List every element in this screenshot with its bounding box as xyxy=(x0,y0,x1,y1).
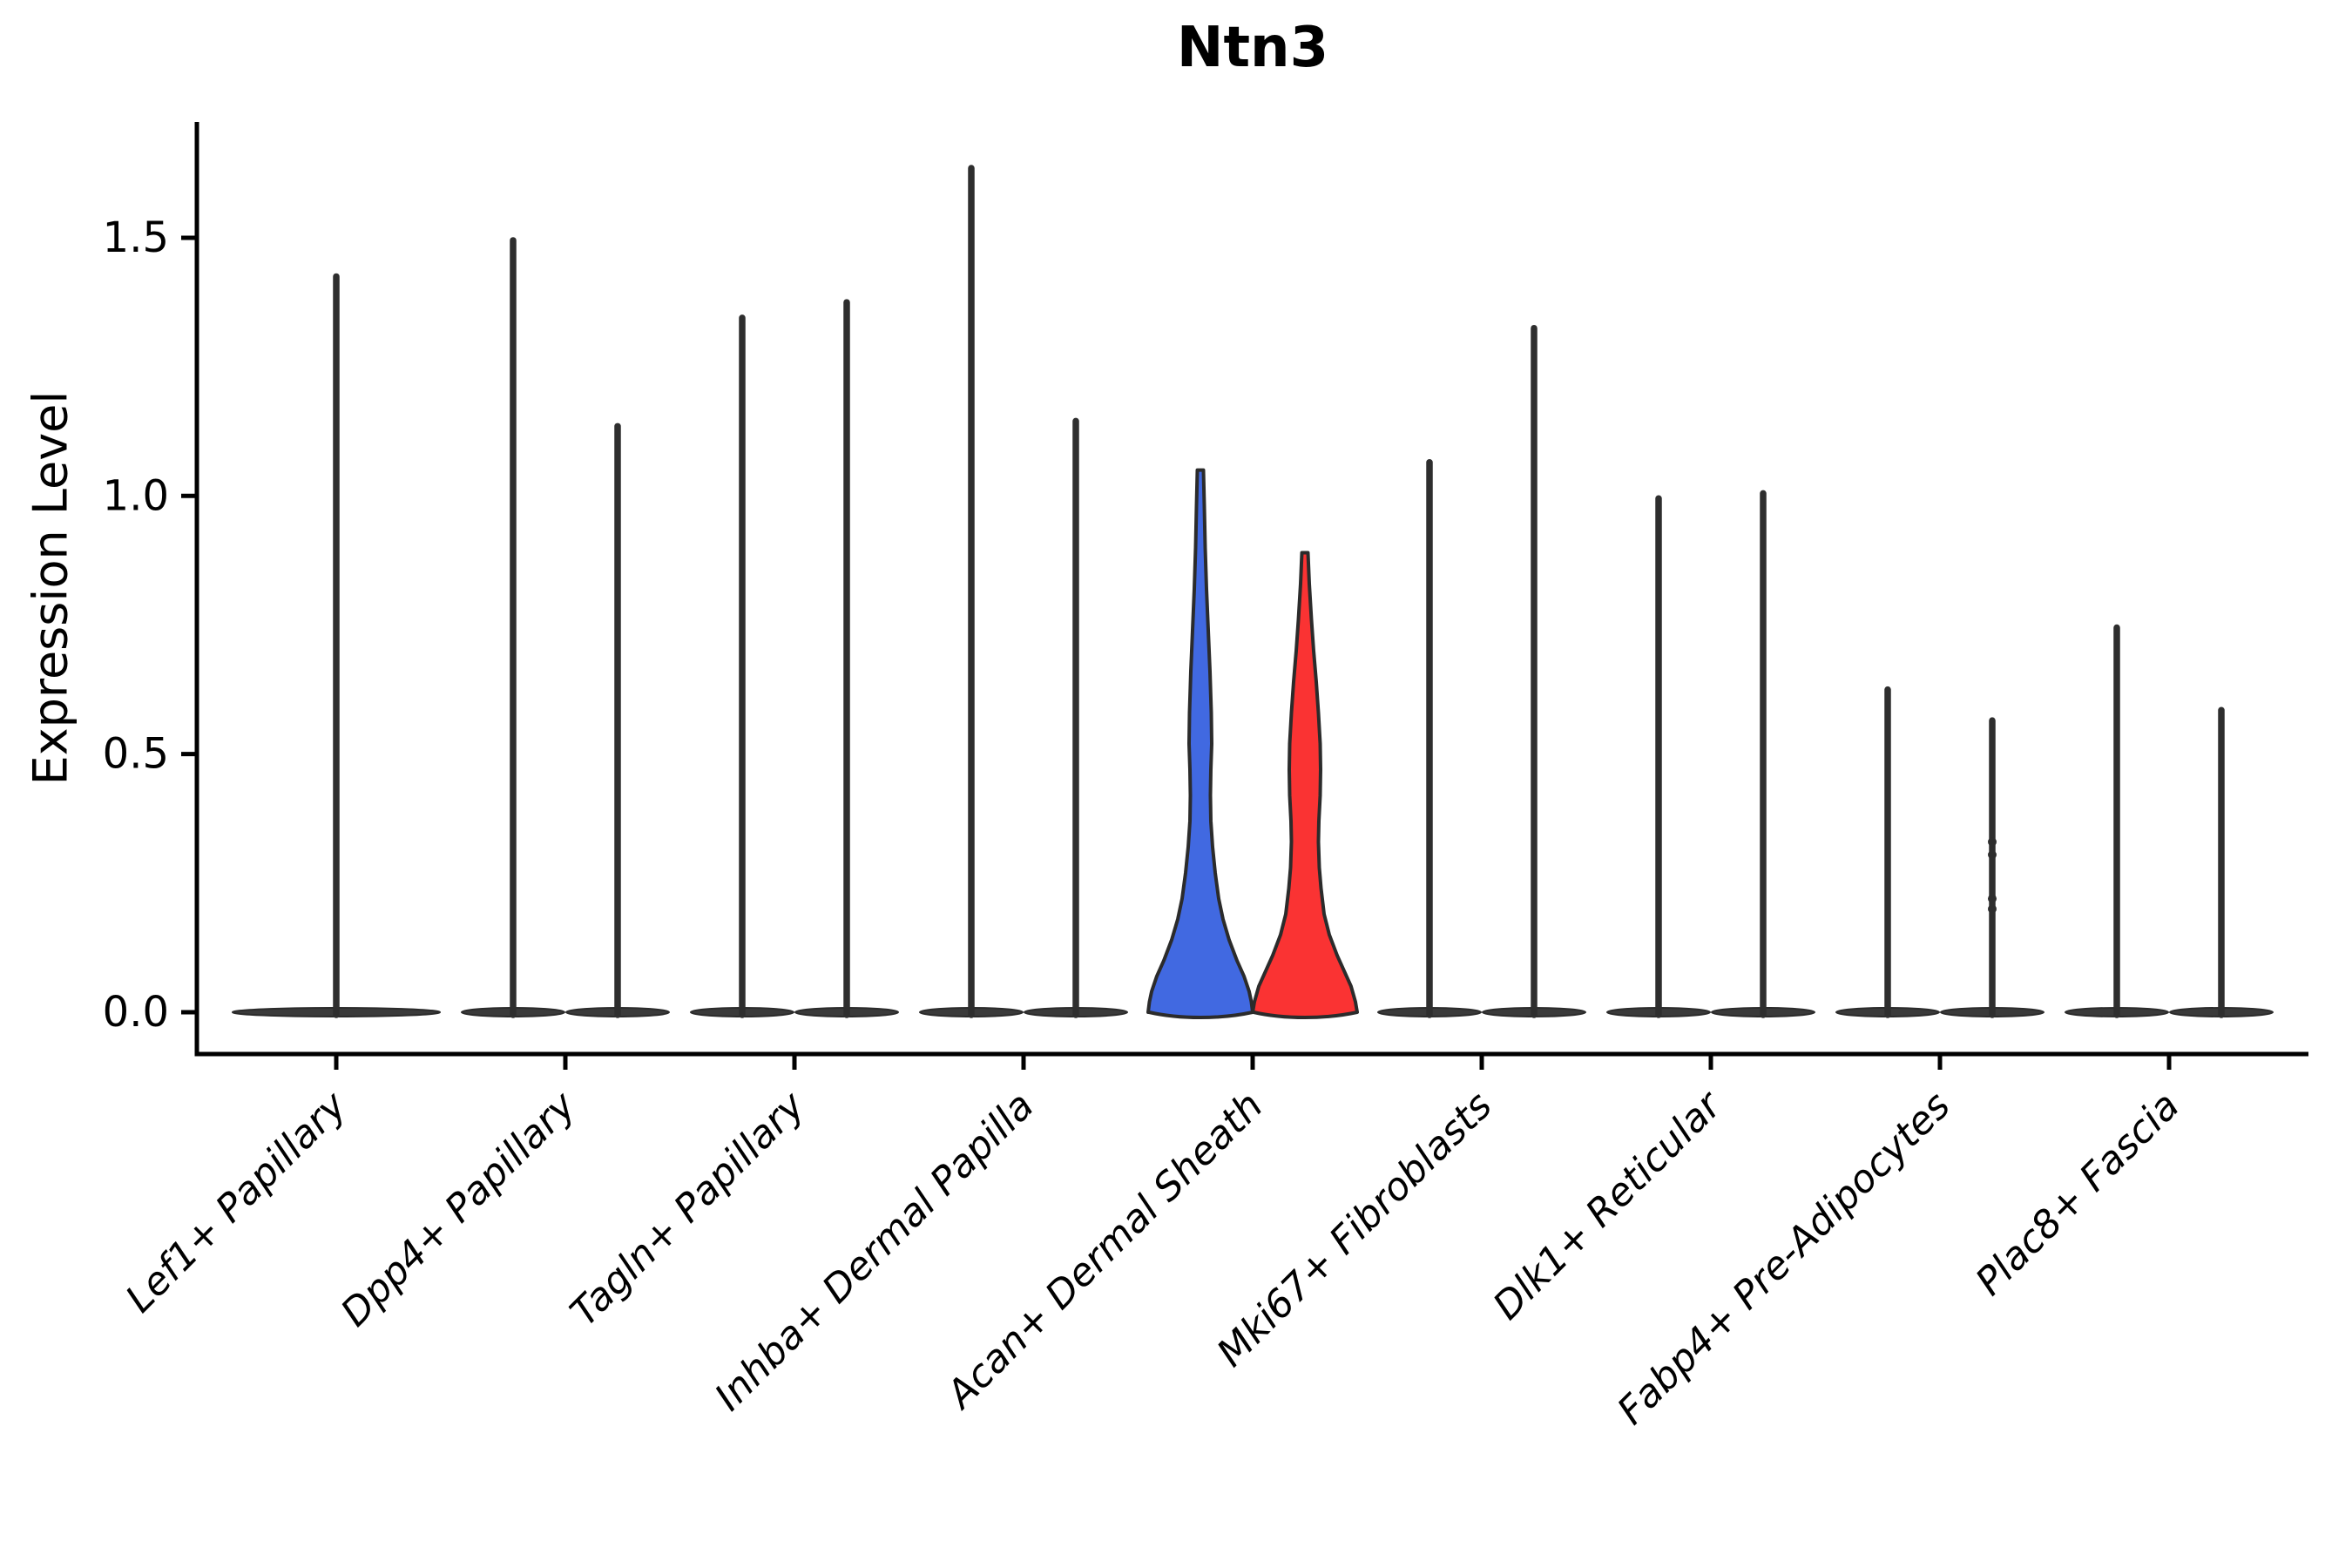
violin-shape-5-left xyxy=(1146,468,1254,1019)
x-tick-label: Dpp4+ Papillary xyxy=(333,1083,585,1335)
y-tick-label: 1.5 xyxy=(103,213,169,262)
y-tick-label: 0.0 xyxy=(103,988,169,1037)
x-tick-label: Tagln+ Papillary xyxy=(562,1083,814,1335)
outlier-dot xyxy=(1988,850,1997,860)
chart-title: Ntn3 xyxy=(1176,16,1329,80)
y-tick-label: 1.0 xyxy=(103,471,169,520)
violin-shape-5-right xyxy=(1251,551,1359,1019)
y-tick-label: 0.5 xyxy=(103,730,169,779)
outlier-dot xyxy=(1988,904,1997,914)
x-tick-label: Plac8+ Fascia xyxy=(1967,1084,2187,1304)
x-tick-label: Lef1+ Papillary xyxy=(118,1083,356,1321)
outlier-dot xyxy=(1988,837,1997,847)
outlier-dot xyxy=(1988,894,1997,903)
x-tick-label: Dlk1+ Reticular xyxy=(1484,1082,1731,1328)
